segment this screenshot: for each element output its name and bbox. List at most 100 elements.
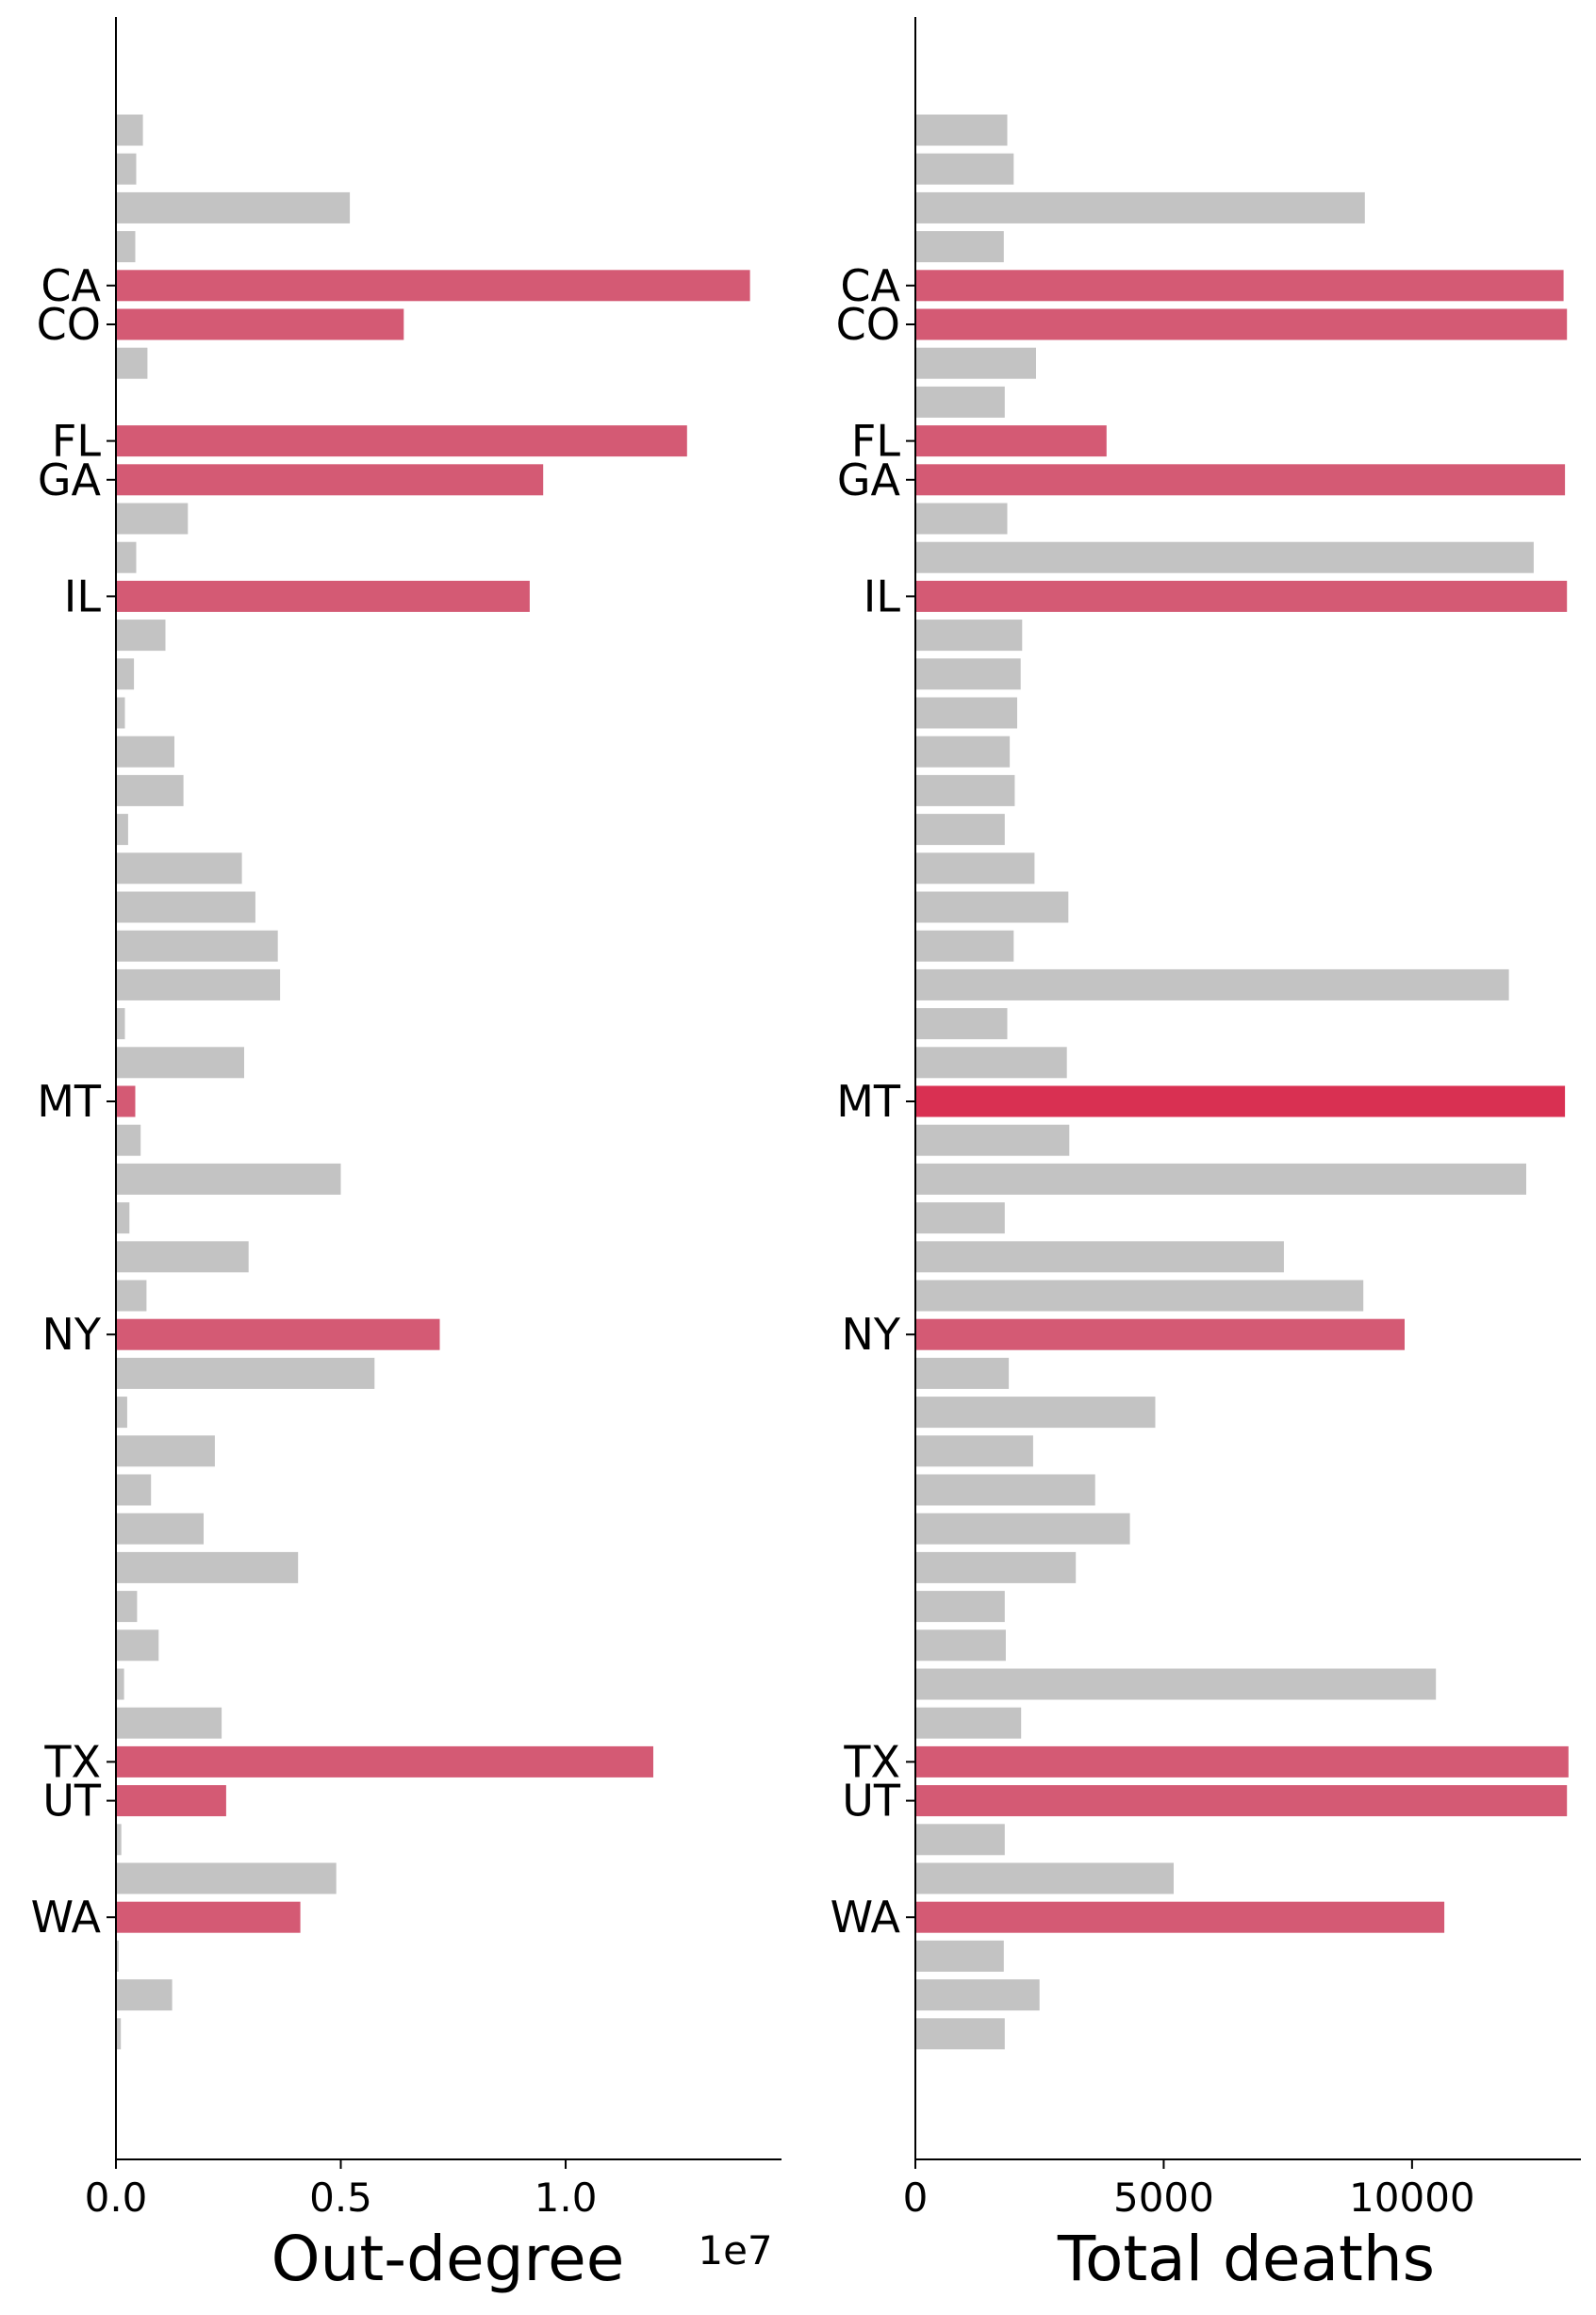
bar <box>116 658 135 690</box>
bar <box>116 1824 122 1856</box>
bar <box>915 1513 1130 1545</box>
bar <box>915 736 1011 768</box>
bar <box>915 153 1014 185</box>
bar <box>915 697 1017 729</box>
bar <box>116 1474 152 1506</box>
bar <box>915 347 1036 379</box>
x-axis-title: Total deaths <box>1057 2223 1435 2295</box>
x-tick-label: 5000 <box>1113 2174 1214 2221</box>
bar <box>915 1202 1005 1234</box>
bar-wa <box>116 1901 301 1933</box>
x-tick-label: 0.5 <box>309 2174 372 2221</box>
bar <box>915 1047 1067 1079</box>
y-tick-label-ut: UT <box>42 1776 102 1827</box>
y-tick-label-ca: CA <box>41 260 101 311</box>
bar <box>116 1435 215 1467</box>
x-tick-label: 1.0 <box>535 2174 598 2221</box>
bar <box>116 347 148 379</box>
bar <box>915 891 1069 923</box>
x-tick-label: 0.0 <box>85 2174 148 2221</box>
x-tick-label: 0 <box>903 2174 929 2221</box>
bar <box>915 1940 1004 1972</box>
bar <box>116 1591 138 1623</box>
x-axis-title: Out-degree <box>271 2223 625 2295</box>
bar <box>915 814 1005 846</box>
bar <box>116 968 281 1000</box>
bar <box>116 891 255 923</box>
bar <box>116 1668 124 1700</box>
bar <box>915 1008 1008 1040</box>
bar <box>116 1513 204 1545</box>
bar <box>116 1280 147 1312</box>
bar <box>116 1241 249 1273</box>
bar <box>116 1357 375 1389</box>
bar <box>116 930 278 962</box>
bar <box>116 620 166 652</box>
y-tick-label-ny: NY <box>41 1309 101 1360</box>
x-tick-label: 10000 <box>1349 2174 1475 2221</box>
y-tick-label-il: IL <box>864 570 901 621</box>
bar <box>915 541 1534 573</box>
bar <box>116 814 128 846</box>
bar <box>116 503 189 535</box>
y-tick-label-ny: NY <box>841 1309 900 1360</box>
y-tick-label-ga: GA <box>38 455 102 505</box>
bar <box>915 1629 1006 1662</box>
y-tick-label-fl: FL <box>851 416 900 467</box>
y-tick-label-fl: FL <box>52 416 101 467</box>
bar <box>116 736 174 768</box>
y-tick-label-il: IL <box>64 570 102 621</box>
bar <box>116 191 351 223</box>
y-tick-label-wa: WA <box>831 1892 901 1943</box>
bar <box>116 1979 173 2011</box>
bar <box>116 1047 244 1079</box>
bar <box>116 1202 130 1234</box>
y-tick-label-co: CO <box>836 299 900 350</box>
x-axis-offset-label: 1e7 <box>698 2227 772 2274</box>
y-tick-label-mt: MT <box>836 1076 901 1127</box>
bar <box>116 1862 337 1894</box>
bar <box>915 2018 1005 2050</box>
bar <box>915 1668 1437 1700</box>
bar <box>915 1551 1077 1583</box>
bar <box>915 1862 1174 1894</box>
bar <box>116 2018 122 2050</box>
bar-mt <box>116 1085 136 1117</box>
bar <box>915 191 1365 223</box>
bar <box>915 1397 1156 1429</box>
bar-fl <box>116 425 687 457</box>
bar <box>116 697 125 729</box>
bar <box>116 774 184 806</box>
y-tick-label-ca: CA <box>840 260 900 311</box>
bar <box>915 1474 1095 1506</box>
bar <box>915 1979 1040 2011</box>
bar <box>116 1008 125 1040</box>
bar <box>915 774 1015 806</box>
bar <box>116 1397 127 1429</box>
bar-ut <box>915 1785 1568 1817</box>
bar <box>915 1124 1070 1156</box>
bar <box>915 114 1008 146</box>
y-tick-label-tx: TX <box>43 1736 101 1787</box>
bar <box>915 852 1035 885</box>
bar-fl <box>915 425 1107 457</box>
bar-co <box>116 308 404 340</box>
bar <box>915 231 1004 263</box>
bar <box>116 1124 141 1156</box>
bar <box>915 1707 1022 1739</box>
bar <box>915 1163 1526 1195</box>
y-tick-label-tx: TX <box>843 1736 900 1787</box>
y-tick-label-wa: WA <box>31 1892 102 1943</box>
bar <box>915 1280 1364 1312</box>
bar <box>915 1591 1005 1623</box>
bar-wa <box>915 1901 1445 1933</box>
bar <box>116 1163 341 1195</box>
bar <box>915 1824 1005 1856</box>
bar <box>116 1629 159 1662</box>
bar <box>915 503 1008 535</box>
y-tick-label-co: CO <box>37 299 101 350</box>
